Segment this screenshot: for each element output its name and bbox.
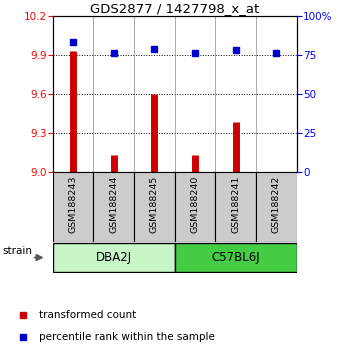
Text: transformed count: transformed count <box>39 310 136 320</box>
Text: GSM188244: GSM188244 <box>109 175 118 233</box>
Bar <box>175 172 216 242</box>
Text: GSM188241: GSM188241 <box>231 175 240 233</box>
Text: GSM188242: GSM188242 <box>272 175 281 233</box>
Bar <box>53 172 93 242</box>
Bar <box>53 243 175 272</box>
Text: DBA2J: DBA2J <box>96 251 132 264</box>
Title: GDS2877 / 1427798_x_at: GDS2877 / 1427798_x_at <box>90 2 260 15</box>
Text: GSM188243: GSM188243 <box>69 175 78 233</box>
Bar <box>216 172 256 242</box>
Text: C57BL6J: C57BL6J <box>211 251 260 264</box>
Bar <box>93 172 134 242</box>
Text: percentile rank within the sample: percentile rank within the sample <box>39 332 215 342</box>
Bar <box>175 243 297 272</box>
Text: strain: strain <box>3 246 33 256</box>
Text: GSM188245: GSM188245 <box>150 175 159 233</box>
Bar <box>256 172 297 242</box>
Bar <box>134 172 175 242</box>
Text: GSM188240: GSM188240 <box>191 175 199 233</box>
